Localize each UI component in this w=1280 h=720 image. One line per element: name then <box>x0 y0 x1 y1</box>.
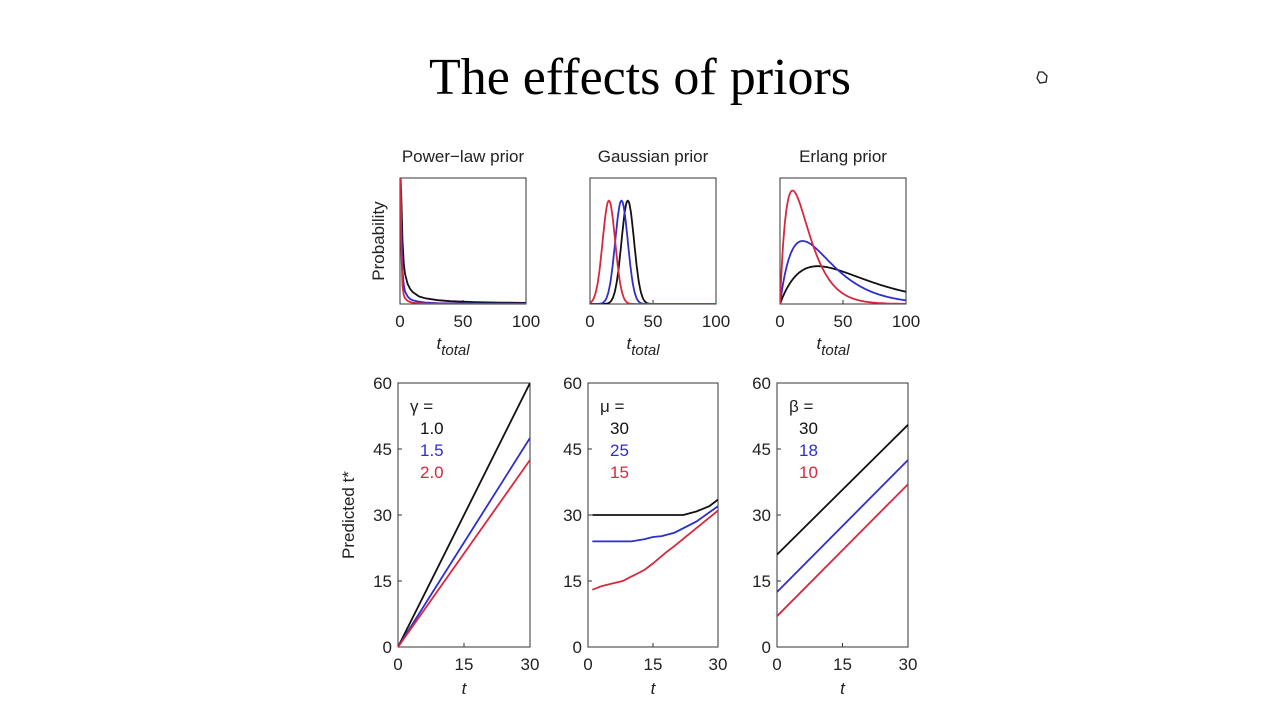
legend-entry-black: 1.0 <box>420 419 444 438</box>
slide-title: The effects of priors <box>428 49 852 106</box>
pointer-cursor-icon <box>1036 71 1048 84</box>
x-axis-label-subscript: total <box>631 342 660 359</box>
plot-frame <box>399 177 527 305</box>
legend-title: γ = <box>410 397 433 416</box>
legend-entry-red: 15 <box>610 463 629 482</box>
series-line-blue <box>400 178 526 304</box>
chart-title: Erlang prior <box>799 147 887 166</box>
x-tick-label: 0 <box>393 655 402 674</box>
series-line-red <box>591 509 718 591</box>
x-tick-label: 100 <box>512 312 540 331</box>
x-axis-label: ttotal <box>626 334 660 359</box>
y-tick-label: 0 <box>573 638 582 657</box>
legend-entry-blue: 1.5 <box>420 441 444 460</box>
y-tick-label: 30 <box>373 506 392 525</box>
x-tick-label: 50 <box>834 312 853 331</box>
legend-entry-black: 30 <box>610 419 629 438</box>
y-tick-label: 60 <box>563 374 582 393</box>
series-line-blue <box>592 505 718 543</box>
series-line-blue <box>780 240 906 304</box>
x-axis-label-subscript: total <box>441 342 470 359</box>
y-tick-label: 30 <box>563 506 582 525</box>
chart-title: Gaussian prior <box>598 147 709 166</box>
y-tick-label: 15 <box>752 572 771 591</box>
series-line-blue <box>398 437 530 647</box>
x-tick-label: 0 <box>775 312 784 331</box>
plot-frame <box>776 382 909 648</box>
series-group <box>590 199 716 304</box>
x-tick-label: 100 <box>702 312 730 331</box>
x-tick-label: 15 <box>644 655 663 674</box>
x-axis-label-subscript: total <box>821 342 850 359</box>
series-line-black <box>592 498 718 516</box>
series-line-red <box>400 178 526 304</box>
x-axis-label: t <box>462 679 468 698</box>
x-tick-label: 50 <box>454 312 473 331</box>
y-tick-label: 45 <box>373 440 392 459</box>
plot-frame <box>589 177 717 305</box>
x-tick-label: 15 <box>455 655 474 674</box>
y-tick-label: 30 <box>752 506 771 525</box>
y-tick-label: 15 <box>563 572 582 591</box>
series-line-black <box>398 383 530 647</box>
legend-entry-black: 30 <box>799 419 818 438</box>
y-tick-label: 45 <box>752 440 771 459</box>
series-line-red <box>398 459 530 647</box>
series-group <box>398 383 530 647</box>
x-tick-label: 15 <box>833 655 852 674</box>
x-axis-label: t <box>651 679 657 698</box>
x-tick-label: 30 <box>521 655 540 674</box>
y-tick-label: 0 <box>383 638 392 657</box>
x-tick-label: 30 <box>709 655 728 674</box>
x-axis-label: t <box>840 679 846 698</box>
x-tick-label: 50 <box>644 312 663 331</box>
series-line-black <box>590 199 716 304</box>
legend-entry-red: 10 <box>799 463 818 482</box>
x-tick-label: 30 <box>899 655 918 674</box>
x-tick-label: 0 <box>585 312 594 331</box>
y-tick-label: 0 <box>762 638 771 657</box>
series-line-red <box>777 483 908 617</box>
y-tick-label: 60 <box>373 374 392 393</box>
legend-entry-blue: 18 <box>799 441 818 460</box>
y-axis-label: Probability <box>369 201 388 281</box>
series-group <box>777 424 908 617</box>
x-tick-label: 0 <box>395 312 404 331</box>
legend-title: μ = <box>600 397 625 416</box>
x-tick-label: 100 <box>892 312 920 331</box>
x-axis-label: ttotal <box>816 334 850 359</box>
series-group <box>400 178 526 304</box>
legend-title: β = <box>789 397 814 416</box>
series-line-black <box>400 178 526 304</box>
y-tick-label: 45 <box>563 440 582 459</box>
series-group <box>780 189 906 304</box>
legend-entry-blue: 25 <box>610 441 629 460</box>
x-tick-label: 0 <box>772 655 781 674</box>
y-axis-label: Predicted t* <box>339 471 358 559</box>
series-line-black <box>777 424 908 556</box>
y-tick-label: 60 <box>752 374 771 393</box>
series-line-black <box>780 265 906 304</box>
series-line-red <box>780 189 906 304</box>
series-line-blue <box>590 199 716 304</box>
series-line-blue <box>777 459 908 593</box>
x-axis-label: ttotal <box>436 334 470 359</box>
chart-title: Power−law prior <box>402 147 525 166</box>
series-group <box>591 498 718 591</box>
x-tick-label: 0 <box>583 655 592 674</box>
y-tick-label: 15 <box>373 572 392 591</box>
legend-entry-red: 2.0 <box>420 463 444 482</box>
series-line-red <box>590 199 716 304</box>
